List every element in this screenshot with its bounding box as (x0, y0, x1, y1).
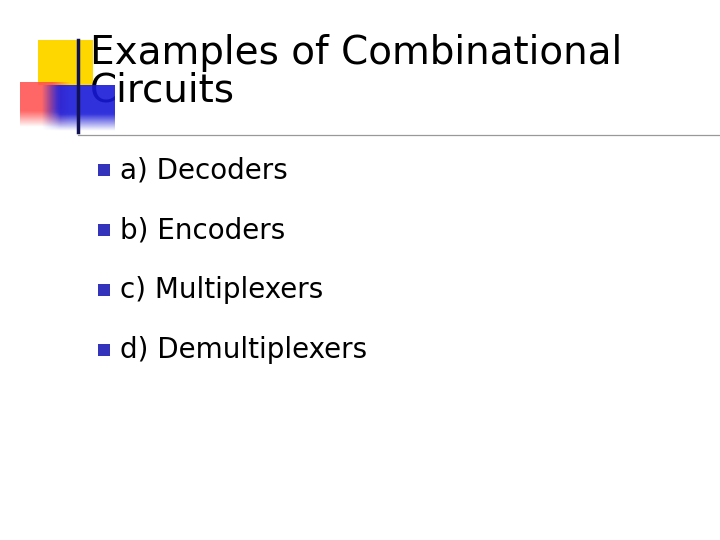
Bar (38, 40, 93, 85)
Text: Circuits: Circuits (90, 72, 235, 110)
Text: b) Encoders: b) Encoders (120, 216, 285, 244)
Text: a) Decoders: a) Decoders (120, 156, 288, 184)
Text: c) Multiplexers: c) Multiplexers (120, 276, 323, 304)
Text: Examples of Combinational: Examples of Combinational (90, 34, 622, 72)
Text: d) Demultiplexers: d) Demultiplexers (120, 336, 367, 364)
Bar (98, 164, 110, 176)
Bar (98, 284, 110, 296)
Bar (98, 224, 110, 236)
Bar (98, 344, 110, 356)
